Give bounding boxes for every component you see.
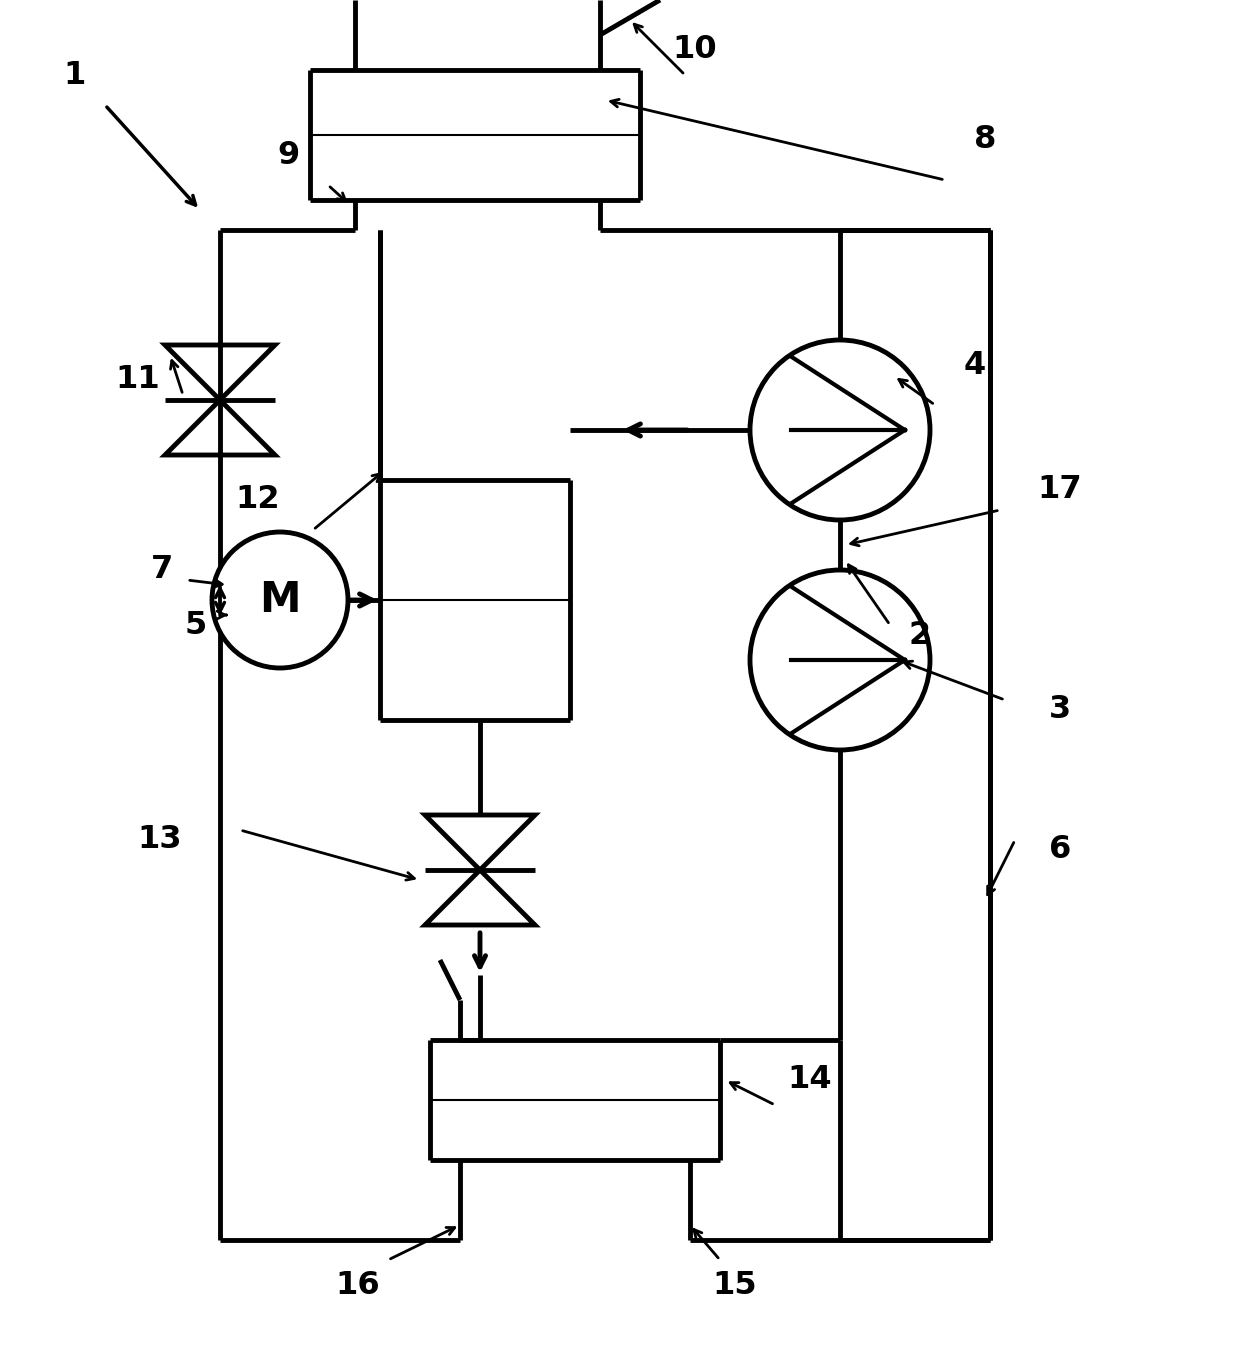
Text: 16: 16 xyxy=(336,1270,381,1301)
Text: 8: 8 xyxy=(973,125,996,156)
Text: 9: 9 xyxy=(277,140,299,171)
Circle shape xyxy=(212,533,348,668)
Text: 14: 14 xyxy=(787,1065,832,1095)
Text: 11: 11 xyxy=(115,364,160,396)
Text: 7: 7 xyxy=(151,554,174,585)
Text: 10: 10 xyxy=(672,34,717,65)
Text: 5: 5 xyxy=(185,610,207,641)
Text: 6: 6 xyxy=(1049,835,1071,866)
Text: M: M xyxy=(259,579,301,621)
Text: 17: 17 xyxy=(1038,474,1083,505)
Text: 2: 2 xyxy=(909,619,931,650)
Text: 12: 12 xyxy=(236,485,280,515)
Text: 3: 3 xyxy=(1049,695,1071,725)
Text: 13: 13 xyxy=(138,824,182,855)
Text: 4: 4 xyxy=(963,350,986,381)
Text: 1: 1 xyxy=(63,60,87,91)
Text: 15: 15 xyxy=(713,1270,758,1301)
